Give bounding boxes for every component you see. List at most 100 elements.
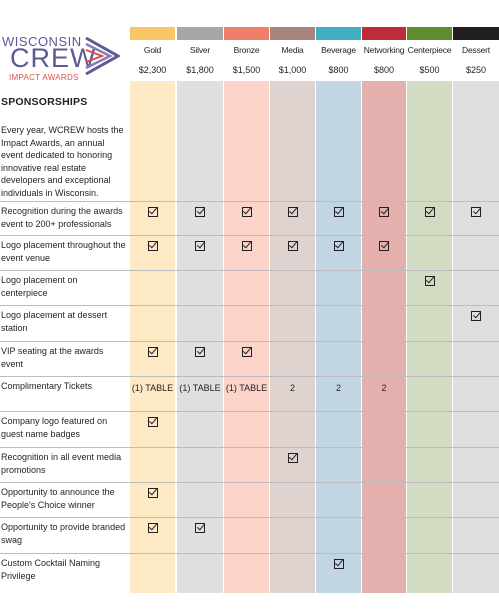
row-divider [0,482,499,483]
column-color-swatch [362,27,406,40]
tier-name: Dessert [462,45,490,55]
checkmark-icon [287,207,298,217]
tier-name: Networking [363,45,405,55]
checkbox-icon [270,241,315,254]
checkbox-icon [316,559,361,572]
tier-name: Silver [189,45,211,55]
column-header-dessert: Dessert $250 [453,27,499,76]
checkmark-icon [147,241,158,251]
benefit-label: Recognition in all event media promotion… [1,452,122,475]
checkbox-icon [362,207,406,220]
row-divider [0,376,499,377]
checkbox-icon [224,241,269,254]
row-divider [0,411,499,412]
column-header-beverage: Beverage $800 [316,27,361,76]
column-color-swatch [316,27,361,40]
column-background [316,81,361,593]
tier-name: Gold [143,45,162,55]
tier-price: $1,800 [186,65,214,75]
checkbox-icon [177,241,223,254]
checkmark-icon [195,241,205,251]
benefit-value: 2 [289,383,295,393]
column-header-networking: Networking $800 [362,27,406,76]
checkbox-icon [130,488,175,501]
benefit-label: Logo placement on centerpiece [1,275,78,298]
column-background [130,81,175,593]
checkbox-icon [130,207,175,220]
row-divider [0,447,499,448]
checkmark-icon [424,276,435,286]
checkbox-icon [316,207,361,220]
column-header-bronze: Bronze $1,500 [224,27,269,76]
intro-text: Every year, WCREW hosts the Impact Award… [1,125,124,198]
checkmark-icon [471,311,481,321]
tier-name: Media [281,45,304,55]
row-divider [0,235,499,236]
checkbox-icon [224,207,269,220]
benefit-value: (1) TABLE [131,383,174,393]
checkmark-icon [379,241,389,251]
checkmark-icon [147,347,158,357]
tier-name: Centerpiece [407,45,452,55]
checkbox-icon [177,347,223,360]
benefit-label: Logo placement at dessert station [1,310,108,333]
checkbox-icon [407,276,452,289]
checkmark-icon [241,347,252,357]
checkmark-icon [147,417,158,427]
benefit-label: Opportunity to announce the People's Cho… [1,487,115,510]
checkbox-icon [362,241,406,254]
tier-price: $1,500 [232,65,261,75]
column-background [177,81,223,593]
checkmark-icon [147,488,158,498]
wisconsin-crew-logo: WISCONSIN CREW IMPACT AWARDS [0,34,122,84]
checkmark-icon [333,207,344,217]
benefit-label: Recognition during the awards event to 2… [1,206,123,229]
checkmark-icon [195,347,205,357]
column-header-media: Media $1,000 [270,27,315,76]
checkmark-icon [195,207,205,217]
column-header-gold: Gold $2,300 [130,27,175,76]
row-divider [0,201,499,202]
column-background [362,81,406,593]
tier-price: $250 [465,65,487,75]
column-background [407,81,452,593]
column-header-silver: Silver $1,800 [177,27,223,76]
benefit-value: 2 [335,383,341,393]
column-background [453,81,499,593]
checkbox-icon [130,241,175,254]
checkmark-icon [147,207,158,217]
benefit-label: Company logo featured on guest name badg… [1,416,108,439]
checkbox-icon [130,347,175,360]
column-header-centerpiece: Centerpiece $500 [407,27,452,76]
tier-name: Bronze [233,45,260,55]
logo-line-2: CREW [10,43,97,73]
checkbox-icon [130,417,175,430]
column-background [270,81,315,593]
benefit-value: (1) TABLE [225,383,268,393]
page-title: SPONSORSHIPS [1,96,88,108]
column-color-swatch [224,27,269,40]
checkbox-icon [453,207,499,220]
checkbox-icon [224,347,269,360]
benefit-label: Opportunity to provide branded swag [1,522,126,545]
row-divider [0,270,499,271]
benefit-label: Logo placement throughout the event venu… [1,240,126,263]
logo-line-3: IMPACT AWARDS [9,73,79,82]
column-color-swatch [177,27,223,40]
checkmark-icon [424,207,435,217]
column-color-swatch [130,27,175,40]
checkbox-icon [177,207,223,220]
checkbox-icon [316,241,361,254]
column-color-swatch [270,27,315,40]
checkbox-icon [130,523,175,536]
checkbox-icon [407,207,452,220]
tier-name: Beverage [321,45,356,55]
logo-line-1: WISCONSIN [2,34,82,49]
tier-price: $500 [419,65,440,75]
row-divider [0,341,499,342]
checkmark-icon [147,523,158,533]
benefit-value: 2 [381,383,387,393]
row-divider [0,517,499,518]
tier-price: $2,300 [138,65,167,75]
tier-price: $1,000 [278,65,307,75]
